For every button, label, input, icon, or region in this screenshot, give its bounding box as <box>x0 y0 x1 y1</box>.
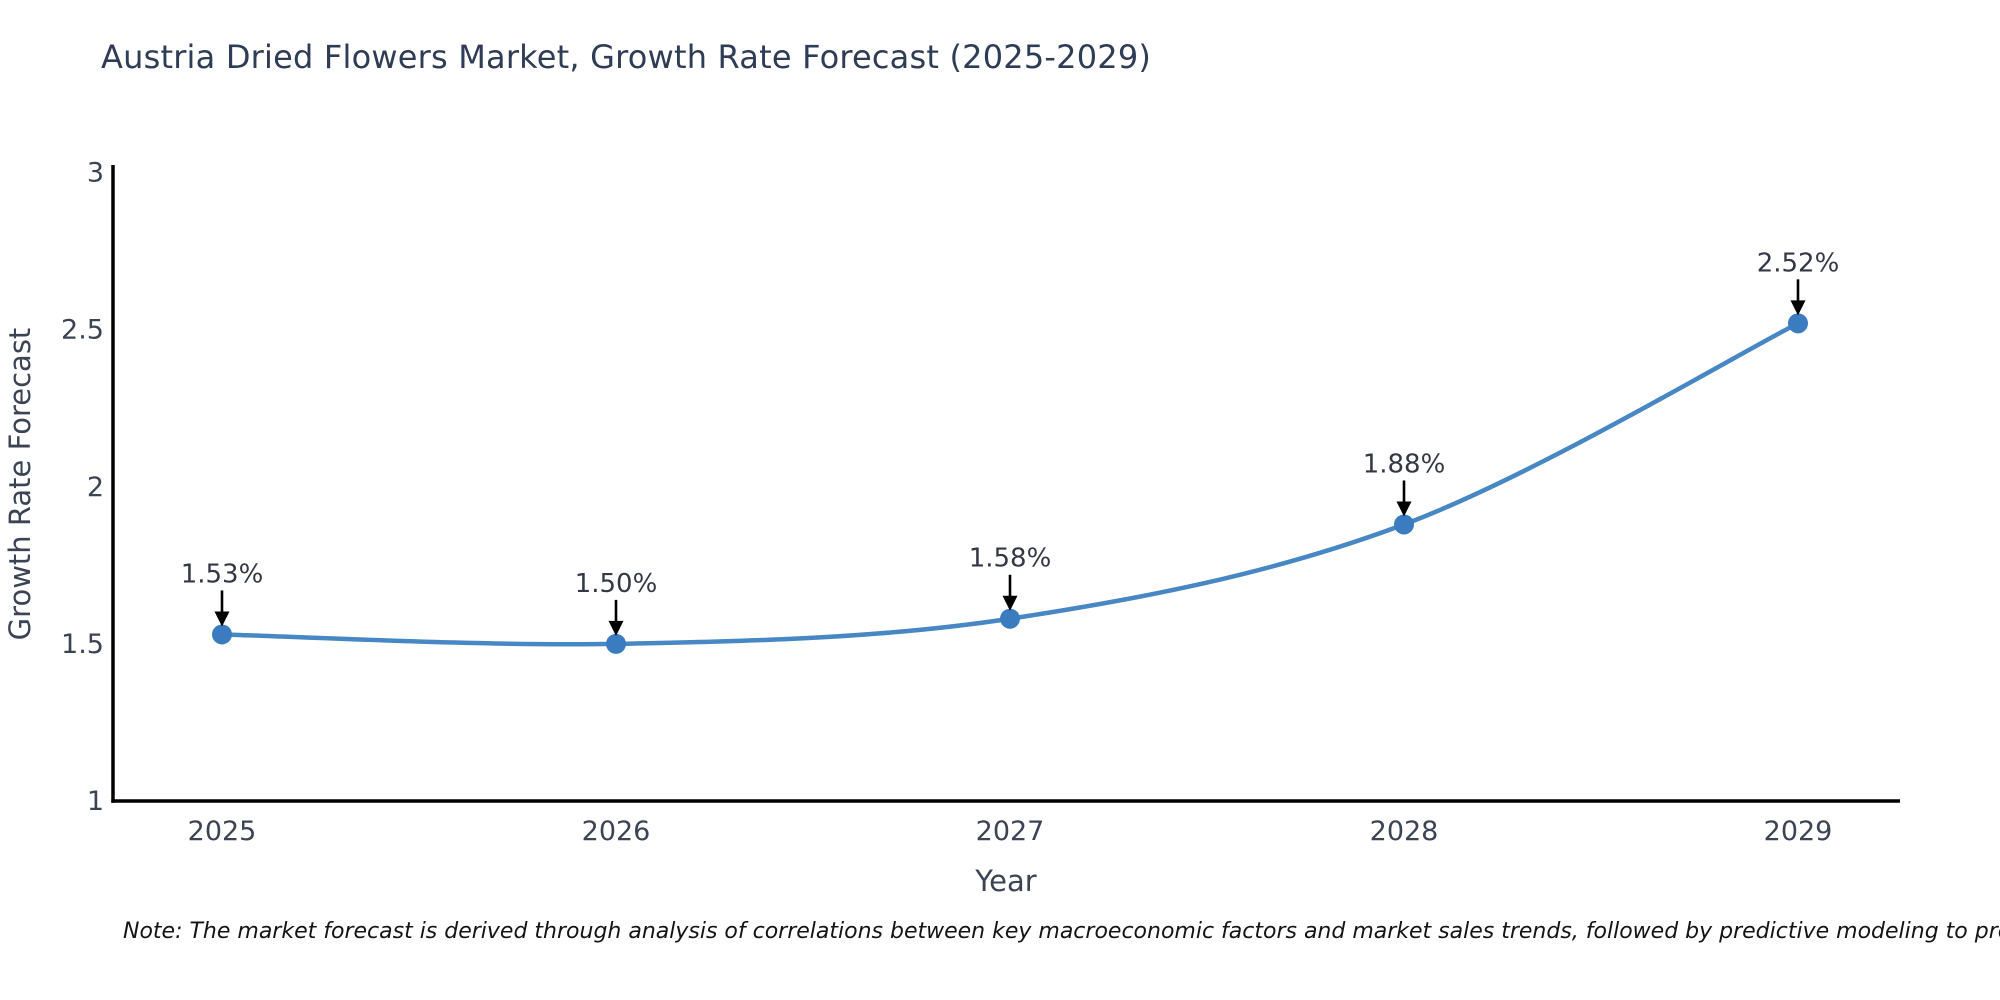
x-tick-label: 2027 <box>976 816 1045 847</box>
y-tick-label: 2.5 <box>61 315 104 346</box>
x-tick-label: 2029 <box>1764 816 1833 847</box>
x-tick-label: 2028 <box>1370 816 1439 847</box>
point-annotation-label: 1.53% <box>181 559 264 589</box>
y-tick-label: 1.5 <box>61 629 104 660</box>
plot-area[interactable] <box>113 165 1900 801</box>
x-tick-label: 2026 <box>582 816 651 847</box>
y-axis-title: Growth Rate Forecast <box>3 328 37 641</box>
data-point-marker[interactable] <box>1394 514 1414 535</box>
annotation-arrowhead-icon <box>1790 300 1806 316</box>
point-annotation-label: 2.52% <box>1757 248 1840 278</box>
point-annotation-label: 1.58% <box>969 544 1052 574</box>
annotation-arrowhead-icon <box>1396 501 1412 517</box>
point-annotation-label: 1.50% <box>575 569 658 599</box>
data-point-marker[interactable] <box>212 624 232 645</box>
x-tick-label: 2025 <box>188 816 257 847</box>
y-tick-label: 3 <box>87 158 104 189</box>
annotation-arrowhead-icon <box>608 620 624 636</box>
point-annotation-label: 1.88% <box>1363 449 1446 479</box>
x-axis-title: Year <box>974 864 1036 898</box>
y-tick-label: 1 <box>87 786 104 817</box>
chart-title: Austria Dried Flowers Market, Growth Rat… <box>101 38 1152 76</box>
footnote: Note: The market forecast is derived thr… <box>123 919 2000 944</box>
data-point-marker[interactable] <box>1788 313 1808 334</box>
annotation-arrowhead-icon <box>1002 595 1018 611</box>
y-tick-label: 2 <box>87 472 104 503</box>
annotation-arrowhead-icon <box>214 611 230 627</box>
data-point-marker[interactable] <box>1000 608 1020 629</box>
data-point-marker[interactable] <box>606 633 626 654</box>
